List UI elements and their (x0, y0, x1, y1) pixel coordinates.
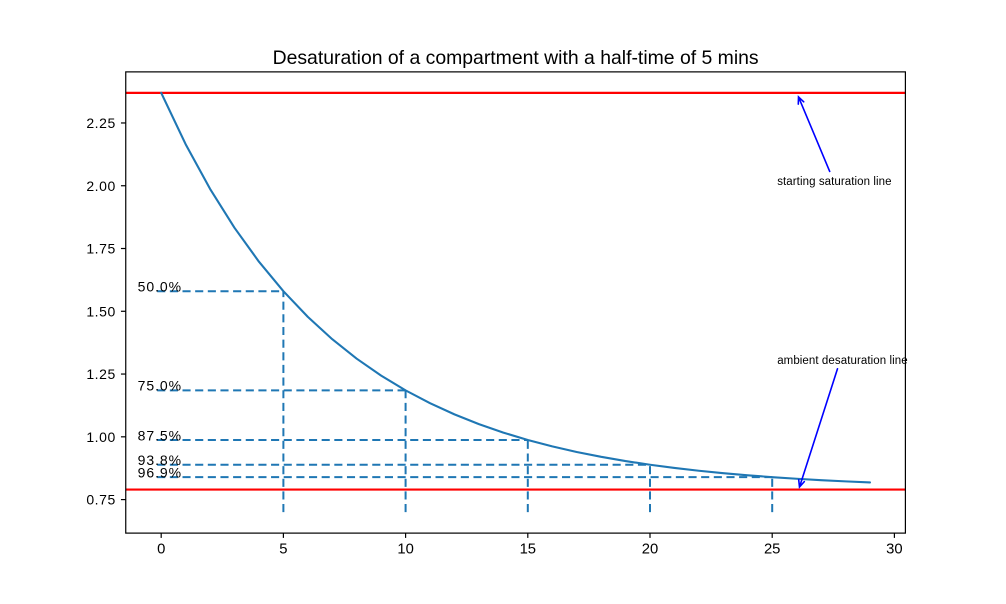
svg-text:1.00: 1.00 (86, 429, 115, 445)
svg-text:50.0%: 50.0% (138, 279, 182, 295)
svg-text:2.25: 2.25 (86, 115, 115, 131)
svg-text:Desaturation of a compartment: Desaturation of a compartment with a hal… (273, 47, 759, 69)
svg-text:93.8%: 93.8% (138, 452, 182, 468)
svg-text:1.25: 1.25 (86, 366, 115, 382)
svg-text:0: 0 (157, 542, 165, 558)
svg-text:30: 30 (886, 542, 902, 558)
svg-text:1.50: 1.50 (86, 303, 115, 319)
svg-text:starting saturation line: starting saturation line (777, 176, 891, 188)
svg-text:2.00: 2.00 (86, 178, 115, 194)
svg-text:5: 5 (279, 542, 287, 558)
svg-text:20: 20 (642, 542, 658, 558)
svg-text:96.9%: 96.9% (138, 464, 182, 480)
svg-text:10: 10 (397, 542, 413, 558)
svg-text:1.75: 1.75 (86, 241, 115, 257)
svg-text:0.75: 0.75 (86, 492, 115, 508)
svg-text:87.5%: 87.5% (138, 427, 182, 443)
svg-text:ambient desaturation line: ambient desaturation line (777, 355, 908, 367)
svg-text:75.0%: 75.0% (138, 378, 182, 394)
svg-text:25: 25 (764, 542, 780, 558)
svg-text:15: 15 (520, 542, 536, 558)
